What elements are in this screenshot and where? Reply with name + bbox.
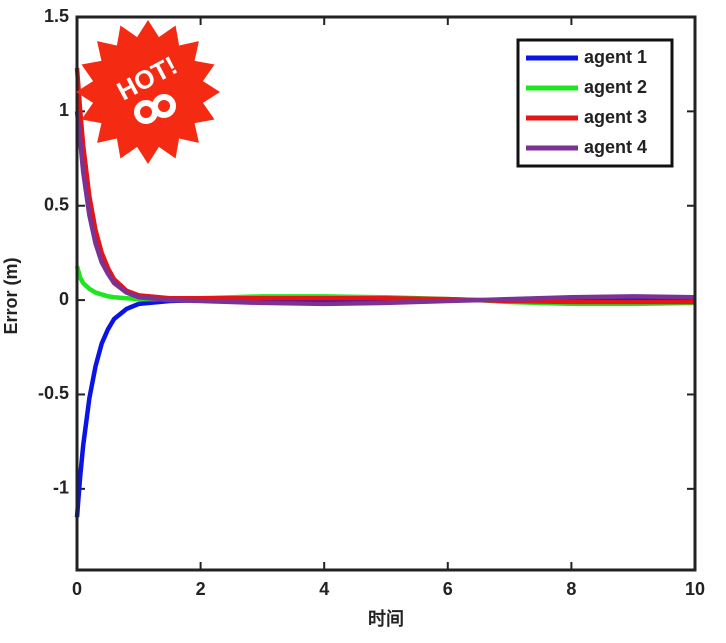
x-tick-label: 2 — [196, 579, 206, 599]
x-axis-label: 时间 — [368, 609, 404, 629]
legend-label: agent 3 — [584, 107, 647, 127]
badge-icon — [152, 94, 176, 118]
y-tick-label: 1 — [59, 100, 69, 120]
x-tick-label: 6 — [443, 579, 453, 599]
x-tick-label: 10 — [685, 579, 705, 599]
hot-badge: HOT! — [76, 20, 220, 164]
y-tick-label: -0.5 — [38, 383, 69, 403]
y-tick-label: 0 — [59, 289, 69, 309]
x-tick-label: 0 — [72, 579, 82, 599]
y-tick-label: -1 — [53, 478, 69, 498]
x-tick-label: 4 — [319, 579, 329, 599]
legend-label: agent 4 — [584, 137, 647, 157]
badge-burst — [76, 20, 220, 164]
y-tick-label: 1.5 — [44, 6, 69, 26]
legend-label: agent 2 — [584, 77, 647, 97]
legend-box — [516, 38, 674, 168]
legend-label: agent 1 — [584, 47, 647, 67]
y-tick-label: 0.5 — [44, 194, 69, 214]
plot-frame — [75, 15, 697, 572]
y-axis-label: Error (m) — [1, 257, 21, 334]
series-line — [74, 111, 696, 307]
x-tick-label: 8 — [566, 579, 576, 599]
